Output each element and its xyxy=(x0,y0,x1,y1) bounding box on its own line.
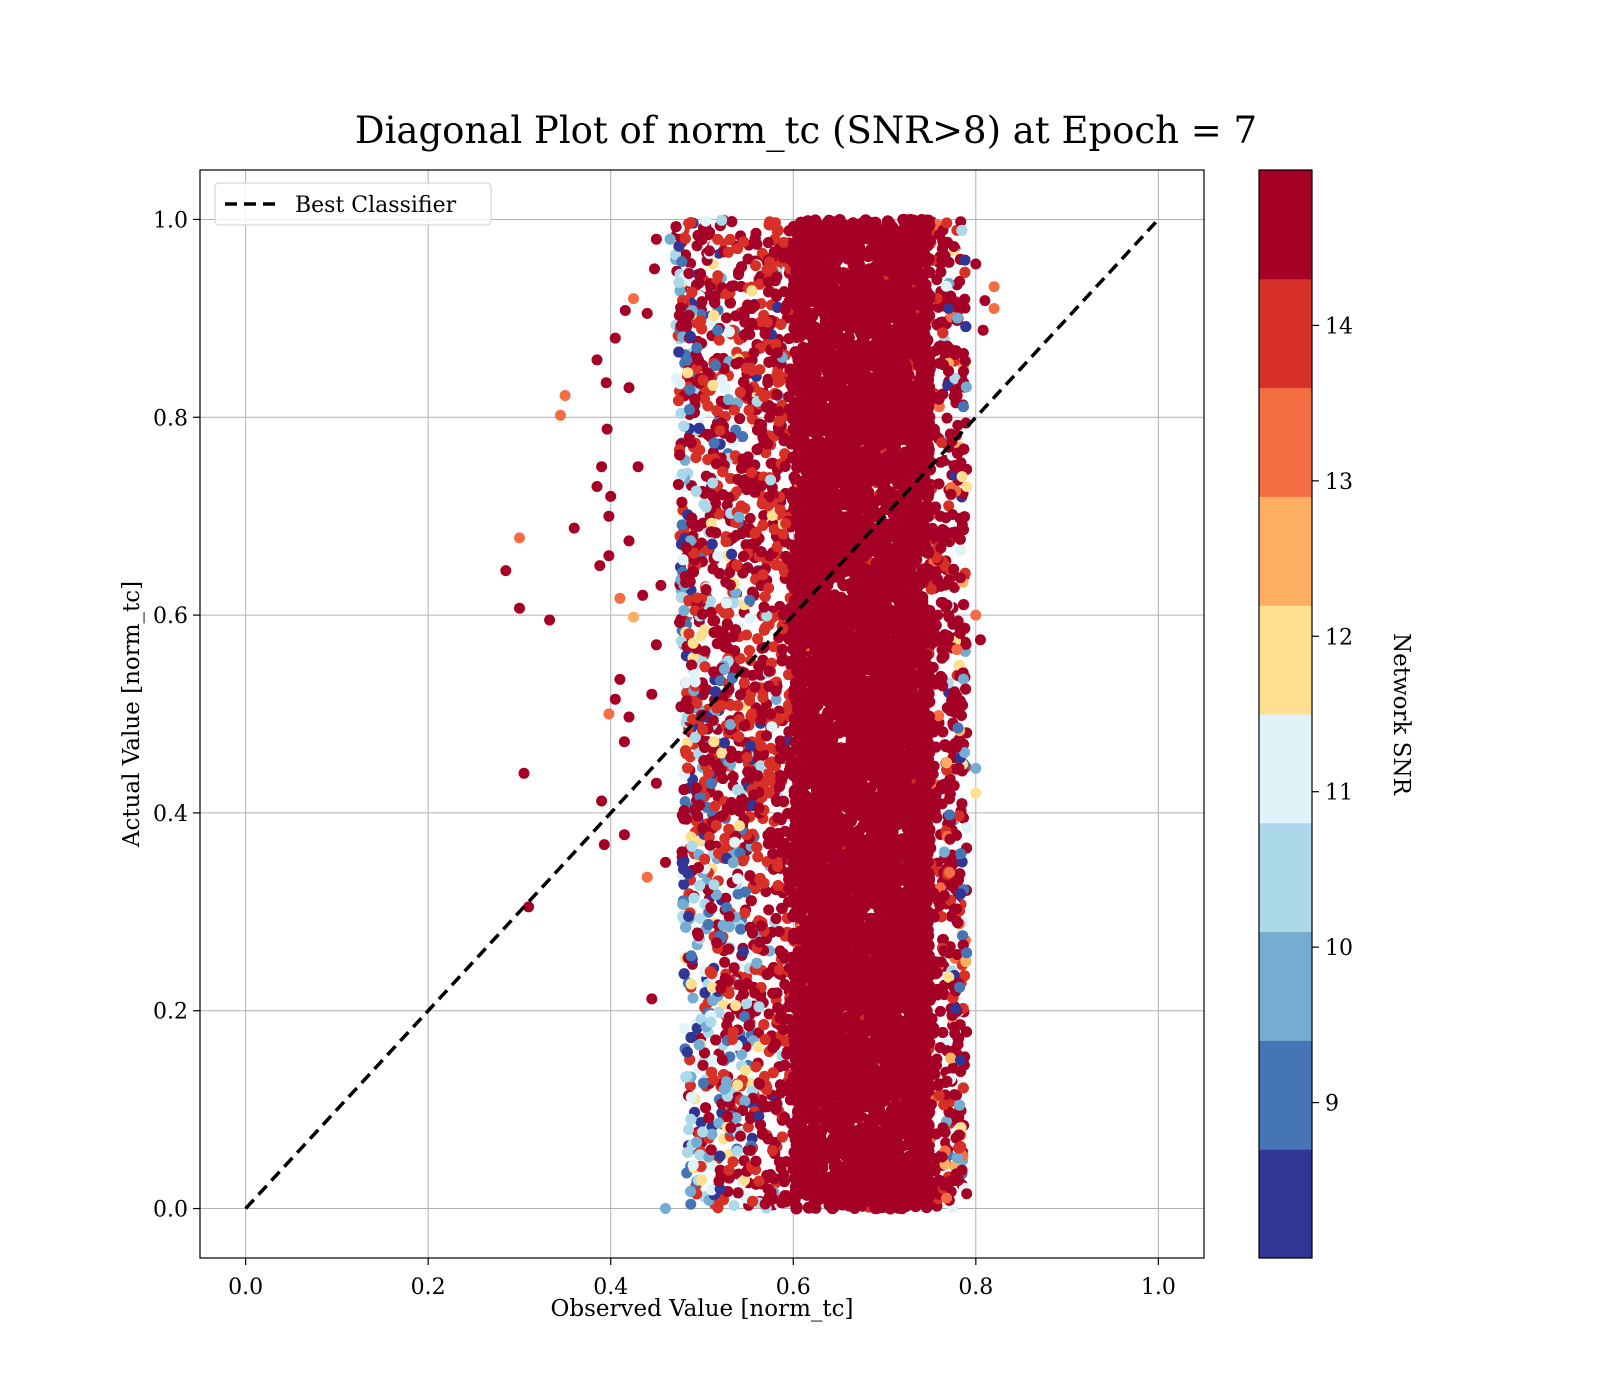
scatter-point xyxy=(952,419,964,431)
scatter-point xyxy=(763,904,775,916)
scatter-point xyxy=(948,241,960,252)
scatter-point xyxy=(679,1023,691,1034)
scatter-point xyxy=(697,1059,709,1071)
scatter-point xyxy=(754,364,766,376)
scatter-point xyxy=(943,500,955,512)
chart-title: Diagonal Plot of norm_tc (SNR>8) at Epoc… xyxy=(355,109,1257,153)
scatter-point xyxy=(744,512,756,524)
scatter-point xyxy=(685,1198,697,1210)
scatter-density xyxy=(670,213,973,1215)
scatter-point xyxy=(728,1200,740,1211)
scatter-point xyxy=(698,624,710,636)
scatter-point xyxy=(687,992,699,1004)
scatter-point xyxy=(934,1005,946,1017)
scatter-point xyxy=(747,669,759,681)
scatter-point xyxy=(696,537,708,549)
scatter-point xyxy=(685,258,697,269)
scatter-point xyxy=(779,825,791,837)
scatter-point xyxy=(707,1054,719,1066)
scatter-point xyxy=(782,1013,794,1025)
scatter-point xyxy=(941,412,953,424)
scatter-point xyxy=(705,517,717,529)
scatter-point xyxy=(770,694,782,705)
scatter-point xyxy=(760,447,772,459)
scatter-point xyxy=(764,411,776,423)
scatter-point xyxy=(719,382,731,394)
scatter-point xyxy=(763,1008,775,1020)
scatter-point xyxy=(719,956,731,968)
scatter-point xyxy=(687,774,699,785)
scatter-point xyxy=(758,510,770,521)
scatter-point xyxy=(753,1027,765,1039)
scatter-point xyxy=(768,641,780,653)
scatter-point xyxy=(955,216,967,228)
scatter-point xyxy=(678,878,690,890)
scatter-point xyxy=(951,949,963,960)
scatter-point xyxy=(691,1022,703,1034)
scatter-point xyxy=(721,312,732,324)
